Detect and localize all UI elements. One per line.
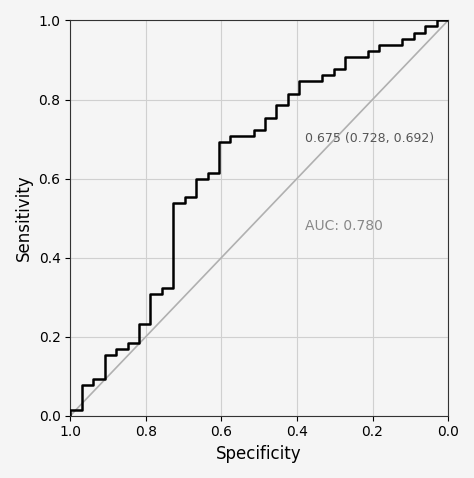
X-axis label: Specificity: Specificity [216,445,302,463]
Y-axis label: Sensitivity: Sensitivity [15,175,33,261]
Text: 0.675 (0.728, 0.692): 0.675 (0.728, 0.692) [304,132,434,145]
Text: AUC: 0.780: AUC: 0.780 [304,219,383,233]
